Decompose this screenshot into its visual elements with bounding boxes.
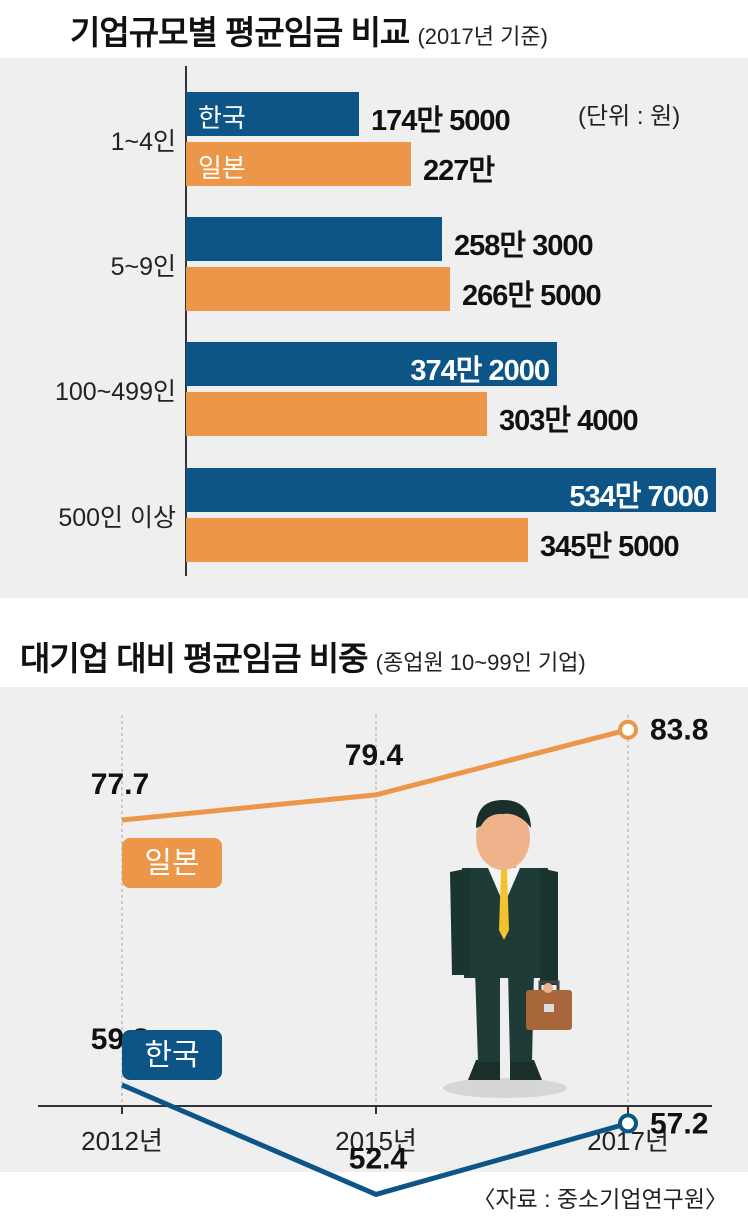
end-marker: [618, 1113, 638, 1134]
x-tick-label: 2012년: [81, 1126, 163, 1156]
unit-note: (단위 : 원): [578, 103, 681, 130]
category-label: 100~499인: [54, 378, 176, 406]
data-label: 83.8: [650, 714, 708, 747]
bar-japan: [186, 392, 487, 436]
value-label: 266만 5000: [462, 280, 602, 312]
bar-korea: [186, 92, 359, 136]
bar-korea: [186, 217, 442, 261]
left-shoe: [468, 1060, 500, 1080]
shadow: [443, 1078, 567, 1098]
bar-chart-title-sub: (2017년 기준): [417, 24, 548, 49]
source-note: 〈자료 : 중소기업연구원〉: [472, 1186, 728, 1212]
right-arm: [540, 868, 558, 985]
line-chart-panel: [0, 687, 748, 1172]
bar-chart-axis: [185, 66, 187, 576]
bar-korea: [186, 342, 557, 386]
hand: [543, 983, 553, 993]
value-label: 345만 5000: [540, 531, 680, 563]
series-line: [121, 727, 629, 823]
category-label: 500인 이상: [58, 504, 176, 532]
right-shoe: [510, 1060, 542, 1080]
data-label: 79.4: [345, 739, 404, 772]
series-line: [121, 1082, 629, 1197]
value-label: 303만 4000: [499, 405, 639, 437]
line-chart-title-sub: (종업원 10~99인 기업): [375, 650, 586, 675]
data-label: 57.2: [650, 1107, 708, 1140]
category-label: 1~4인: [110, 128, 176, 156]
left-arm: [450, 868, 470, 975]
bar-japan: [186, 267, 450, 311]
bar-chart-title: 기업규모별 평균임금 비교 (2017년 기준): [70, 6, 548, 54]
value-label: 174만 5000: [371, 105, 511, 137]
category-label: 5~9인: [110, 253, 176, 281]
value-label: 227만: [423, 155, 495, 187]
line-chart-title-main: 대기업 대비 평균임금 비중: [20, 640, 368, 677]
series-badge: [122, 1030, 222, 1080]
bar-korea: [186, 468, 716, 512]
face: [476, 806, 530, 870]
hair: [476, 800, 531, 828]
series-label: 한국: [198, 103, 246, 133]
businessman-illustration: [443, 800, 572, 1098]
value-label: 258만 3000: [454, 230, 594, 262]
end-marker: [618, 719, 638, 740]
line-chart-title: 대기업 대비 평균임금 비중 (종업원 10~99인 기업): [20, 632, 586, 680]
data-label: 77.7: [91, 768, 149, 801]
x-tick-label: 2015년: [335, 1126, 417, 1156]
left-leg: [475, 970, 500, 1062]
briefcase-handle: [538, 980, 560, 990]
data-label: 52.4: [349, 1142, 408, 1175]
value-label: 374만 2000: [410, 355, 550, 387]
series-badge-label: 한국: [144, 1039, 199, 1072]
series-label: 일본: [198, 153, 246, 183]
briefcase-clasp: [544, 1004, 554, 1012]
series-badge-label: 일본: [144, 847, 199, 880]
series-badge: [122, 838, 222, 888]
tie: [499, 870, 509, 940]
value-label: 534만 7000: [569, 481, 709, 513]
bar-chart-title-main: 기업규모별 평균임금 비교: [70, 14, 410, 51]
bar-japan: [186, 142, 411, 186]
bar-japan: [186, 518, 528, 562]
